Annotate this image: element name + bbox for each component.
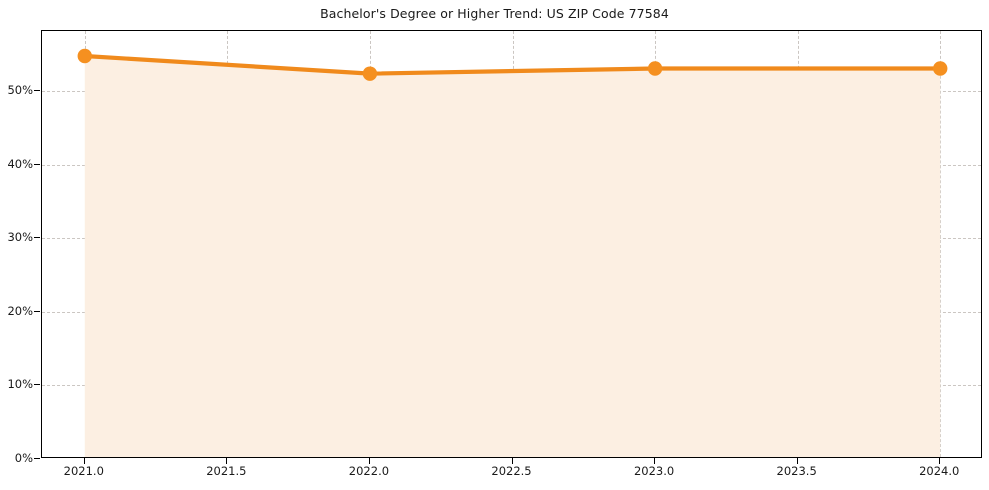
y-tick-mark — [34, 237, 40, 239]
y-tick-label: 0% — [14, 451, 33, 465]
y-tick-label: 30% — [7, 230, 33, 245]
data-point-marker — [362, 66, 378, 81]
y-tick-mark — [34, 384, 40, 386]
x-tick-label: 2023.0 — [633, 464, 675, 478]
x-tick-label: 2021.5 — [206, 464, 247, 478]
x-tick-mark — [511, 458, 513, 464]
data-point-marker — [933, 61, 948, 76]
x-tick-mark — [654, 458, 656, 464]
chart-title: Bachelor's Degree or Higher Trend: US ZI… — [320, 6, 669, 21]
y-axis-tick-labels: 0% 10% 20% 30% 40% 50% — [0, 0, 33, 490]
x-tick-mark — [368, 458, 370, 464]
plot-area — [41, 30, 982, 458]
data-point-marker — [647, 61, 663, 76]
gridline-x-2024.0 — [940, 31, 942, 457]
y-tick-mark — [34, 458, 40, 459]
y-tick-label: 20% — [7, 303, 33, 318]
x-tick-label: 2023.5 — [776, 464, 817, 478]
x-tick-label: 2021.0 — [63, 464, 104, 478]
data-point-marker — [77, 48, 92, 64]
y-tick-mark — [34, 163, 40, 165]
y-tick-label: 50% — [7, 83, 33, 98]
x-tick-label: 2022.0 — [348, 464, 390, 478]
y-tick-mark — [34, 310, 40, 312]
plot-inner — [42, 31, 981, 457]
x-tick-label: 2022.5 — [491, 464, 532, 478]
area-fill-path — [84, 56, 941, 457]
x-tick-label: 2024.0 — [919, 464, 960, 478]
trend-line-path — [82, 53, 943, 76]
x-tick-mark — [83, 458, 85, 464]
y-tick-label: 10% — [7, 377, 33, 392]
x-tick-mark — [796, 458, 798, 464]
x-tick-mark — [939, 458, 941, 464]
data-point-markers — [77, 48, 948, 81]
series-graphics — [77, 48, 948, 457]
x-tick-mark — [226, 458, 228, 464]
y-tick-mark — [34, 90, 40, 92]
y-tick-label: 40% — [7, 156, 33, 171]
